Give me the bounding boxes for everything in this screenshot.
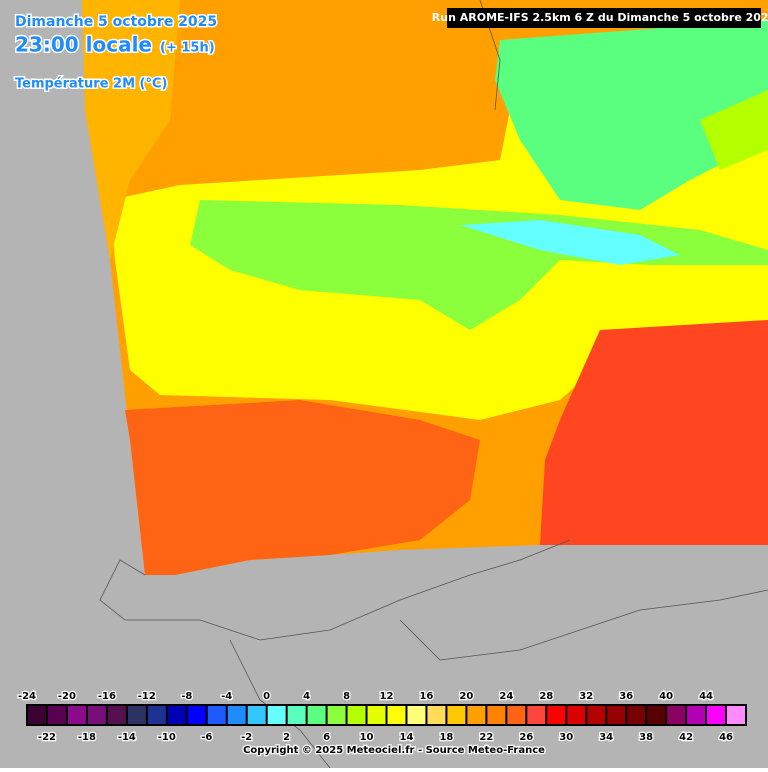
legend-swatch — [487, 706, 506, 724]
legend-swatch — [707, 706, 726, 724]
legend-swatch — [247, 706, 266, 724]
legend-label: 18 — [439, 732, 453, 743]
legend-swatch — [307, 706, 326, 724]
legend-swatch — [107, 706, 126, 724]
legend-swatch — [647, 706, 666, 724]
legend-label: 32 — [579, 691, 593, 702]
legend-label: 14 — [400, 732, 414, 743]
legend-label: 30 — [559, 732, 573, 743]
legend-swatch — [47, 706, 66, 724]
legend-label: -24 — [18, 691, 36, 702]
legend-label: 26 — [519, 732, 533, 743]
legend-swatch — [227, 706, 246, 724]
legend-label: -22 — [38, 732, 56, 743]
legend-label: 4 — [303, 691, 310, 702]
legend: -24-22-20-18-16-14-12-10-8-6-4-202468101… — [17, 690, 747, 744]
legend-label: 0 — [263, 691, 270, 702]
legend-label: -10 — [158, 732, 176, 743]
legend-label: 20 — [459, 691, 473, 702]
legend-label: -20 — [58, 691, 76, 702]
legend-frame — [26, 704, 747, 726]
legend-swatch — [67, 706, 86, 724]
legend-label: -8 — [181, 691, 192, 702]
legend-swatch — [287, 706, 306, 724]
legend-label: 2 — [283, 732, 290, 743]
legend-swatch — [727, 706, 745, 724]
legend-swatch — [427, 706, 446, 724]
legend-swatch — [567, 706, 586, 724]
legend-label: -16 — [98, 691, 116, 702]
legend-swatch — [527, 706, 546, 724]
legend-label: 16 — [419, 691, 433, 702]
legend-label: -2 — [241, 732, 252, 743]
legend-label: 44 — [699, 691, 713, 702]
legend-swatch — [407, 706, 426, 724]
temperature-field — [82, 0, 768, 575]
legend-label: 10 — [360, 732, 374, 743]
legend-swatch — [267, 706, 286, 724]
copyright: Copyright © 2025 Meteociel.fr - Source M… — [243, 745, 545, 756]
legend-label: 42 — [679, 732, 693, 743]
legend-swatch — [667, 706, 686, 724]
run-label: Run AROME-IFS 2.5km 6 Z du Dimanche 5 oc… — [432, 11, 768, 24]
legend-swatch — [387, 706, 406, 724]
legend-label: -14 — [118, 732, 136, 743]
legend-label: 46 — [719, 732, 733, 743]
legend-label: 24 — [499, 691, 513, 702]
legend-swatch — [347, 706, 366, 724]
legend-swatch — [87, 706, 106, 724]
legend-label: 12 — [380, 691, 394, 702]
legend-swatch — [147, 706, 166, 724]
legend-swatch — [207, 706, 226, 724]
legend-label: 8 — [343, 691, 350, 702]
legend-swatch — [687, 706, 706, 724]
legend-label: 38 — [639, 732, 653, 743]
legend-label: -4 — [221, 691, 232, 702]
legend-swatch — [587, 706, 606, 724]
legend-swatch — [367, 706, 386, 724]
legend-swatch — [607, 706, 626, 724]
legend-swatch — [627, 706, 646, 724]
legend-label: 36 — [619, 691, 633, 702]
date: Dimanche 5 octobre 2025 — [15, 14, 217, 30]
legend-label: -6 — [201, 732, 212, 743]
legend-swatch — [467, 706, 486, 724]
legend-swatch — [167, 706, 186, 724]
time: 23:00 locale — [15, 33, 152, 57]
legend-label: 28 — [539, 691, 553, 702]
legend-swatch — [327, 706, 346, 724]
legend-swatch — [28, 706, 46, 724]
legend-label: -12 — [138, 691, 156, 702]
legend-label: 40 — [659, 691, 673, 702]
legend-swatch — [187, 706, 206, 724]
legend-label: 22 — [479, 732, 493, 743]
legend-label: 34 — [599, 732, 613, 743]
legend-label: 6 — [323, 732, 330, 743]
run-box — [447, 8, 761, 28]
legend-swatch — [447, 706, 466, 724]
legend-swatch — [507, 706, 526, 724]
field: Température 2M (°C) — [15, 77, 167, 92]
lead: (+ 15h) — [160, 41, 215, 56]
legend-label: -18 — [78, 732, 96, 743]
legend-swatch — [127, 706, 146, 724]
legend-swatch — [547, 706, 566, 724]
